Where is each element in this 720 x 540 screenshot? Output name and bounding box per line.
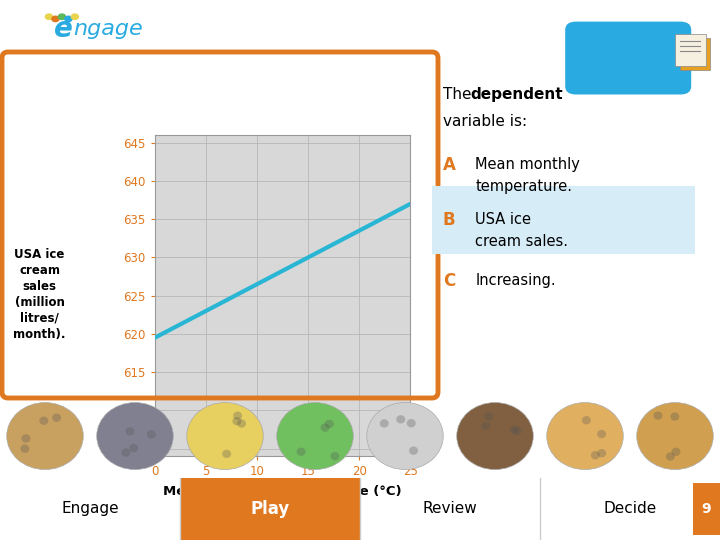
Circle shape xyxy=(222,452,231,461)
Ellipse shape xyxy=(96,402,174,469)
Text: USA ice
cream
sales
(million
litres/
month).: USA ice cream sales (million litres/ mon… xyxy=(14,248,66,341)
Text: Q 2: Q 2 xyxy=(589,43,647,72)
Circle shape xyxy=(500,417,508,425)
Ellipse shape xyxy=(186,402,264,469)
Text: temperature.: temperature. xyxy=(475,179,572,194)
Circle shape xyxy=(123,440,132,449)
Circle shape xyxy=(390,416,400,424)
Ellipse shape xyxy=(276,402,354,469)
Text: dependent: dependent xyxy=(470,87,563,102)
Bar xyxy=(693,483,720,535)
Circle shape xyxy=(330,428,340,436)
Text: e: e xyxy=(54,15,73,43)
Ellipse shape xyxy=(456,402,534,469)
Circle shape xyxy=(24,452,33,461)
Circle shape xyxy=(329,445,338,454)
Text: Increasing.: Increasing. xyxy=(475,273,556,288)
Circle shape xyxy=(688,411,698,420)
Text: Play: Play xyxy=(251,500,289,518)
Circle shape xyxy=(47,414,55,422)
Circle shape xyxy=(130,419,140,428)
Ellipse shape xyxy=(546,402,624,469)
Text: variable is:: variable is: xyxy=(443,114,527,129)
Circle shape xyxy=(385,419,394,428)
Circle shape xyxy=(312,442,320,451)
Text: cream sales.: cream sales. xyxy=(475,234,568,249)
Circle shape xyxy=(482,420,491,428)
Circle shape xyxy=(663,417,672,426)
Text: B: B xyxy=(443,211,456,229)
Ellipse shape xyxy=(636,402,714,469)
Circle shape xyxy=(44,436,53,444)
Text: C: C xyxy=(443,272,455,290)
Bar xyxy=(180,478,360,540)
Circle shape xyxy=(204,447,213,455)
Text: The: The xyxy=(443,87,476,102)
Circle shape xyxy=(206,434,215,442)
Circle shape xyxy=(402,420,411,429)
Ellipse shape xyxy=(6,402,84,469)
Circle shape xyxy=(564,420,573,428)
Circle shape xyxy=(239,416,248,425)
Text: Decide: Decide xyxy=(603,502,657,516)
X-axis label: Mean monthly temperature (°C): Mean monthly temperature (°C) xyxy=(163,485,402,498)
Circle shape xyxy=(505,436,514,445)
Circle shape xyxy=(672,429,681,437)
Text: Review: Review xyxy=(423,502,477,516)
Text: A: A xyxy=(443,156,456,174)
Circle shape xyxy=(575,436,585,444)
Circle shape xyxy=(57,444,66,453)
Circle shape xyxy=(110,419,120,428)
Circle shape xyxy=(574,429,582,437)
Circle shape xyxy=(112,437,121,445)
Text: SS1: SS1 xyxy=(605,23,627,36)
Text: 9: 9 xyxy=(701,502,711,516)
Text: USA ice: USA ice xyxy=(475,212,531,227)
Circle shape xyxy=(683,430,693,439)
Ellipse shape xyxy=(366,402,444,469)
Circle shape xyxy=(310,435,319,443)
Text: Engage: Engage xyxy=(61,502,119,516)
Circle shape xyxy=(416,447,426,455)
Text: Mean monthly: Mean monthly xyxy=(475,157,580,172)
Text: ngage: ngage xyxy=(73,18,143,39)
Circle shape xyxy=(491,412,500,421)
Circle shape xyxy=(589,448,598,456)
